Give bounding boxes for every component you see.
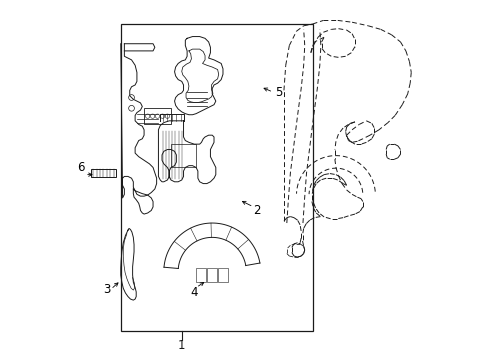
Bar	[121, 24, 312, 330]
Bar	[171, 144, 196, 167]
Text: 3: 3	[102, 283, 110, 296]
Text: 5: 5	[274, 86, 282, 99]
Text: 2: 2	[253, 204, 260, 217]
Text: 1: 1	[178, 339, 185, 352]
Bar	[144, 108, 171, 125]
Text: 4: 4	[190, 287, 198, 300]
Bar	[91, 169, 116, 177]
Bar	[196, 268, 206, 282]
Bar	[217, 268, 227, 282]
Text: 6: 6	[78, 161, 85, 174]
Bar	[206, 268, 217, 282]
